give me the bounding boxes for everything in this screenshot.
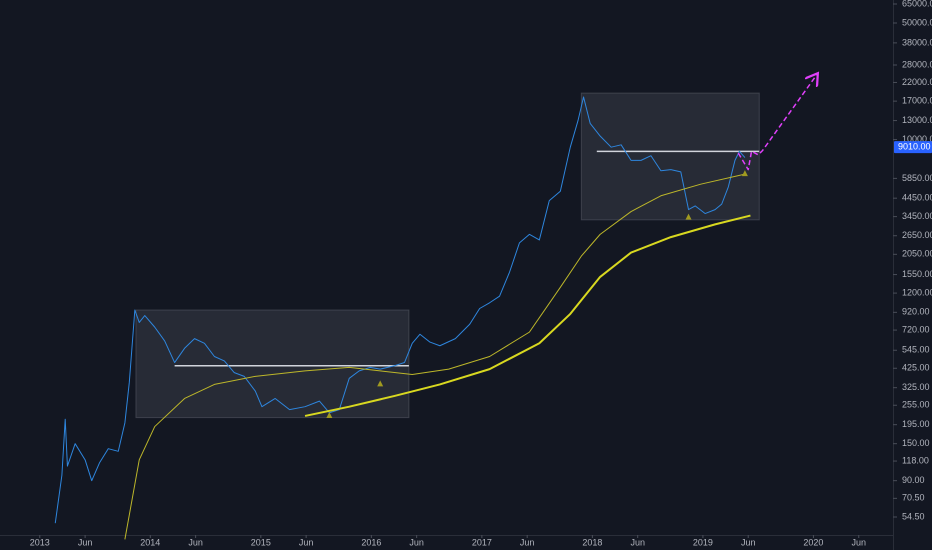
y-tick-label: 13000.00 xyxy=(902,115,932,125)
series-line xyxy=(304,214,751,417)
y-tick-label: 28000.00 xyxy=(902,59,932,69)
y-tick-label: 325.00 xyxy=(902,382,930,392)
x-tick-label: Jun xyxy=(851,537,866,547)
series-line xyxy=(124,173,746,540)
y-tick-label: 3450.00 xyxy=(902,211,932,221)
price-label-box xyxy=(894,141,932,154)
x-tick-label: Jun xyxy=(78,537,93,547)
y-tick-label: 50000.00 xyxy=(902,17,932,27)
triangle-marker xyxy=(377,380,384,387)
x-tick-label: 2017 xyxy=(472,537,492,547)
y-tick-label: 2050.00 xyxy=(902,249,932,259)
x-tick-label: Jun xyxy=(299,537,314,547)
price-label: 9010.00 xyxy=(898,141,931,151)
y-tick-label: 1200.00 xyxy=(902,287,932,297)
x-tick-label: 2018 xyxy=(582,537,602,547)
triangle-marker xyxy=(685,213,692,220)
y-tick-label: 195.00 xyxy=(902,419,930,429)
y-tick-label: 255.00 xyxy=(902,400,930,410)
x-tick-label: 2015 xyxy=(251,537,271,547)
y-tick-label: 118.00 xyxy=(902,455,929,465)
y-tick-label: 4450.00 xyxy=(902,193,932,203)
y-tick-label: 65000.00 xyxy=(902,0,932,8)
x-tick-label: 2020 xyxy=(803,537,823,547)
y-tick-label: 17000.00 xyxy=(902,96,932,106)
y-tick-label: 920.00 xyxy=(902,307,930,317)
y-tick-label: 10000.00 xyxy=(902,134,932,144)
x-tick-label: 2016 xyxy=(361,537,381,547)
x-tick-label: Jun xyxy=(520,537,535,547)
x-tick-label: 2019 xyxy=(693,537,713,547)
y-tick-label: 38000.00 xyxy=(902,37,932,47)
y-tick-label: 545.00 xyxy=(902,345,930,355)
series-line xyxy=(54,96,746,524)
x-tick-label: Jun xyxy=(741,537,756,547)
y-tick-label: 425.00 xyxy=(902,363,930,373)
x-tick-label: Jun xyxy=(630,537,645,547)
y-tick-label: 5850.00 xyxy=(902,173,932,183)
y-tick-label: 720.00 xyxy=(902,324,930,334)
y-tick-label: 22000.00 xyxy=(902,77,932,87)
y-tick-label: 150.00 xyxy=(902,438,930,448)
triangle-marker xyxy=(741,170,748,177)
y-tick-label: 54.50 xyxy=(902,511,925,521)
x-tick-label: Jun xyxy=(188,537,203,547)
series-line xyxy=(737,73,818,171)
y-tick-label: 2650.00 xyxy=(902,230,932,240)
range-box xyxy=(580,92,760,221)
y-tick-label: 1550.00 xyxy=(902,269,932,279)
x-tick-label: 2013 xyxy=(30,537,50,547)
x-tick-label: Jun xyxy=(409,537,424,547)
y-tick-label: 70.50 xyxy=(902,493,925,503)
x-tick-label: 2014 xyxy=(140,537,160,547)
triangle-marker xyxy=(326,411,333,418)
y-tick-label: 90.00 xyxy=(902,475,925,485)
